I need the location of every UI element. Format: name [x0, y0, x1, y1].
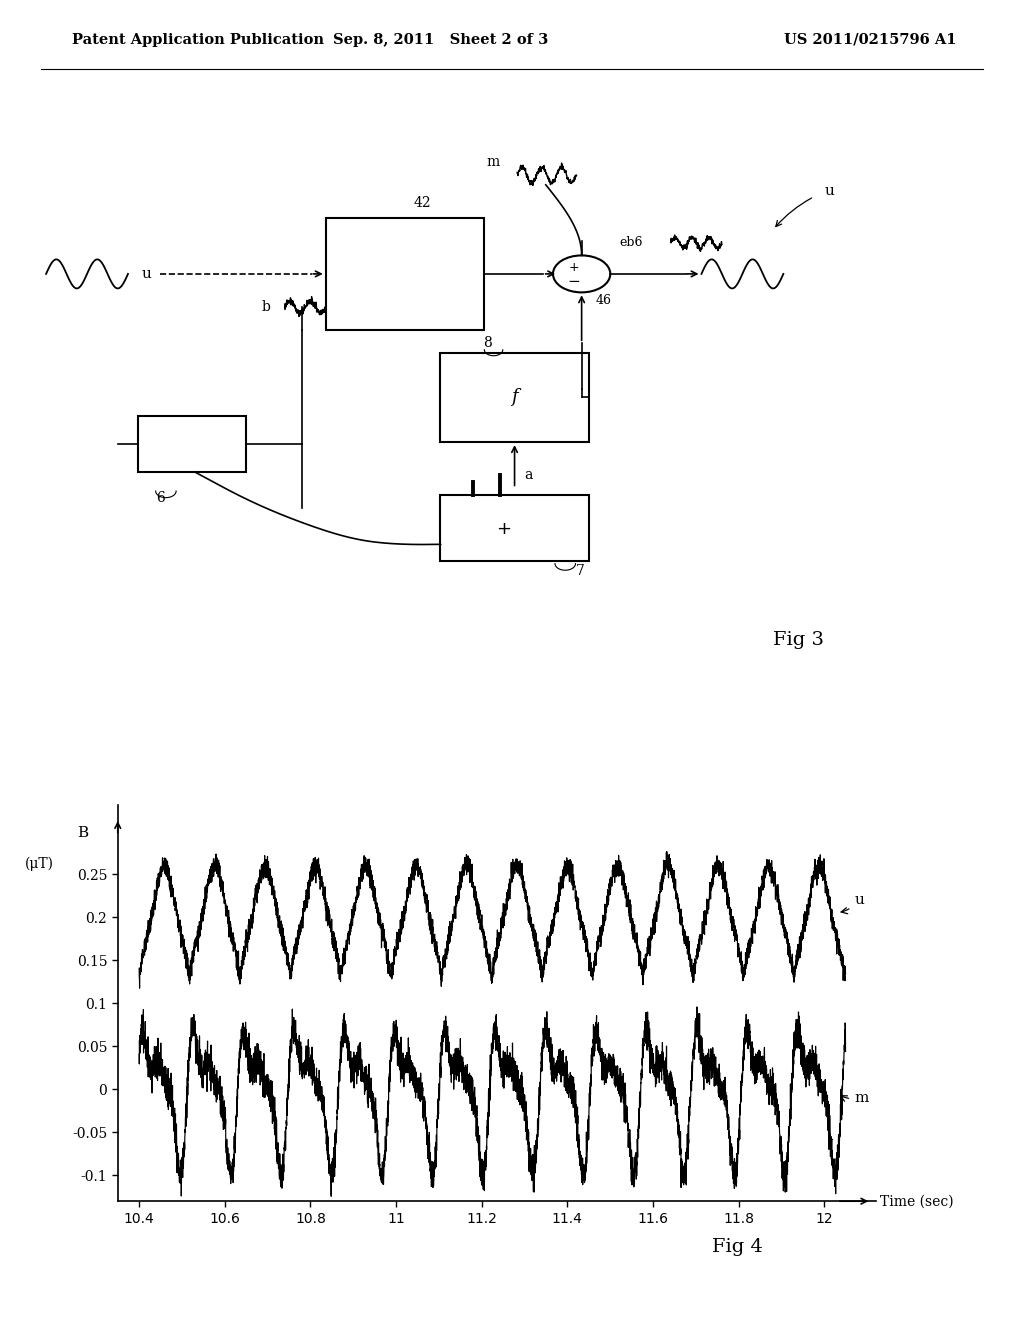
Bar — [326, 218, 484, 330]
Text: Fig 3: Fig 3 — [773, 631, 824, 649]
Text: +: + — [568, 261, 579, 275]
Text: +: + — [497, 520, 511, 539]
Text: Time (sec): Time (sec) — [880, 1195, 953, 1208]
Text: (μT): (μT) — [25, 857, 53, 871]
Bar — [440, 495, 589, 561]
Text: Fig 4: Fig 4 — [712, 1238, 763, 1257]
Text: US 2011/0215796 A1: US 2011/0215796 A1 — [784, 33, 956, 48]
Text: 8: 8 — [483, 337, 493, 350]
Text: b: b — [261, 300, 270, 314]
Text: 6: 6 — [156, 491, 165, 506]
Text: a: a — [524, 469, 532, 482]
Text: m: m — [486, 154, 500, 169]
Text: u: u — [141, 267, 152, 281]
Text: Patent Application Publication: Patent Application Publication — [72, 33, 324, 48]
Bar — [138, 416, 246, 473]
Text: u: u — [824, 185, 835, 198]
Text: B: B — [77, 825, 88, 840]
Text: 46: 46 — [596, 294, 612, 308]
Text: u: u — [841, 894, 864, 913]
Text: eb6: eb6 — [620, 236, 643, 249]
Text: 7: 7 — [575, 564, 585, 578]
Text: f: f — [511, 388, 518, 407]
Text: 42: 42 — [413, 195, 431, 210]
Text: m: m — [841, 1092, 868, 1105]
Bar — [440, 354, 589, 442]
Text: −: − — [567, 275, 580, 289]
Text: Sep. 8, 2011   Sheet 2 of 3: Sep. 8, 2011 Sheet 2 of 3 — [333, 33, 548, 48]
